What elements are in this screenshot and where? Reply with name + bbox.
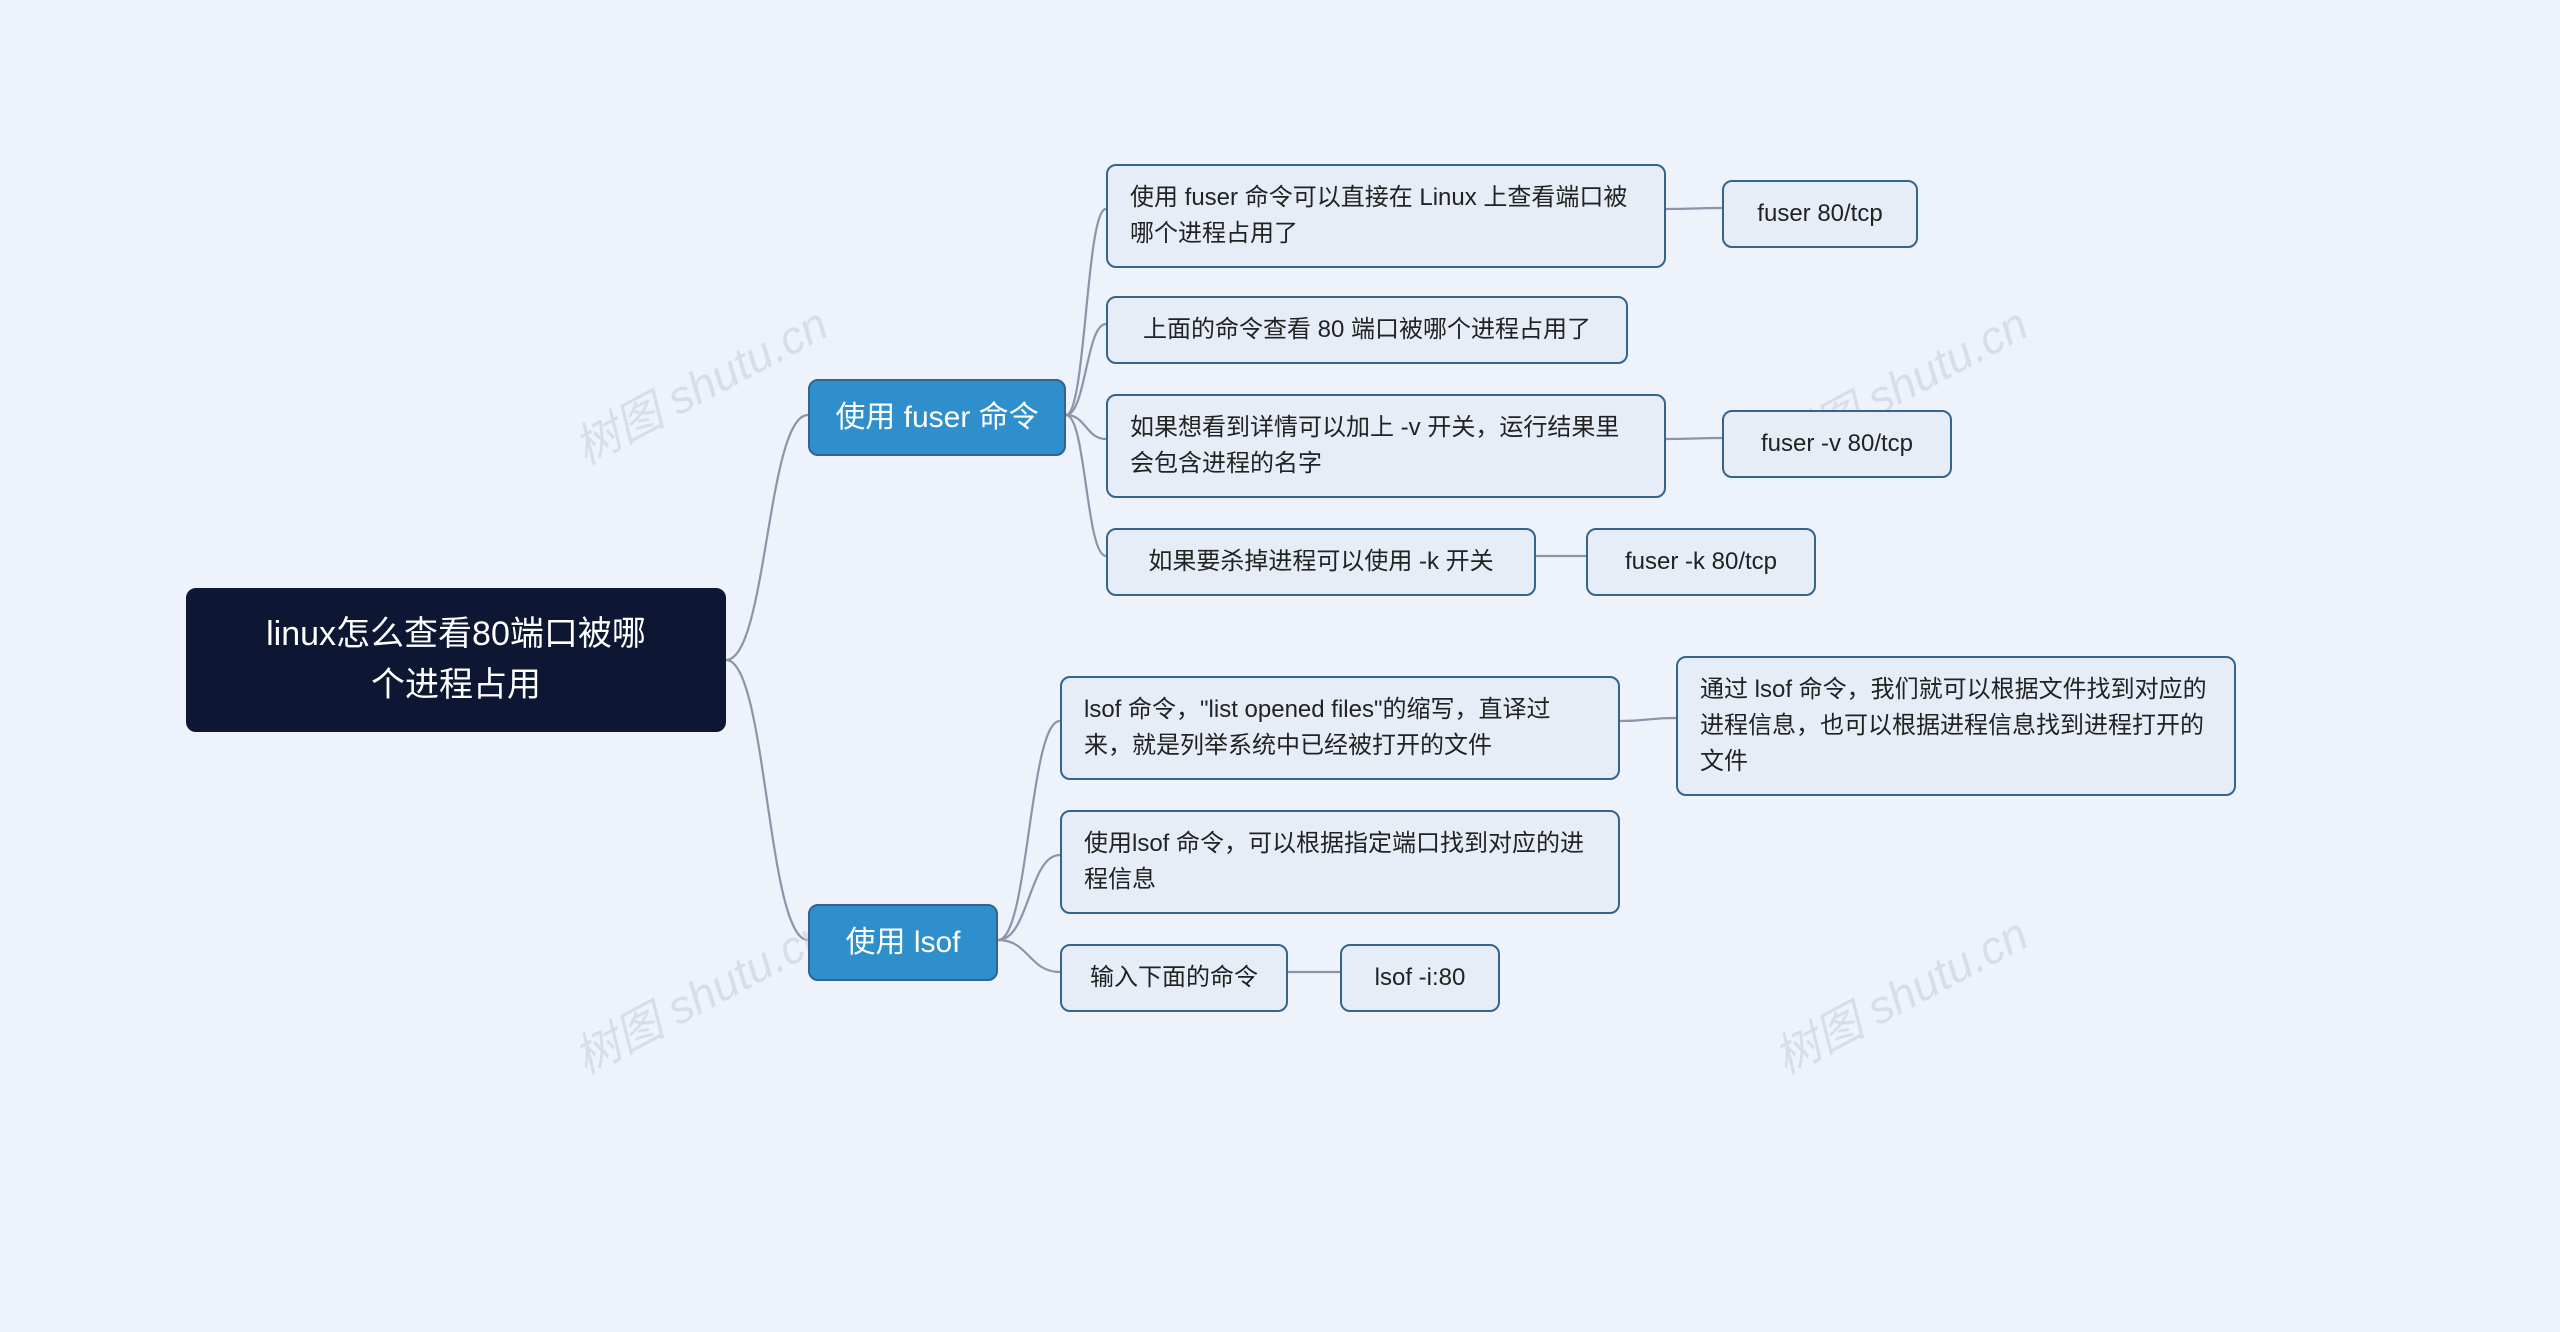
node-m2: 使用lsof 命令，可以根据指定端口找到对应的进程信息 (1060, 810, 1620, 914)
edge-n1-n1a (1666, 208, 1722, 209)
node-root: linux怎么查看80端口被哪个进程占用 (186, 588, 726, 732)
node-n1a: fuser 80/tcp (1722, 180, 1918, 248)
node-b2: 使用 lsof (808, 904, 998, 981)
node-n3: 如果想看到详情可以加上 -v 开关，运行结果里会包含进程的名字 (1106, 394, 1666, 498)
node-m3a: lsof -i:80 (1340, 944, 1500, 1012)
edge-n3-n3a (1666, 438, 1722, 439)
mindmap-canvas: 树图 shutu.cn树图 shutu.cn树图 shutu.cn树图 shut… (0, 0, 2560, 1332)
edge-b2-m3 (998, 940, 1060, 972)
edge-root-b2 (726, 660, 808, 940)
node-m1: lsof 命令，"list opened files"的缩写，直译过来，就是列举… (1060, 676, 1620, 780)
node-m1a: 通过 lsof 命令，我们就可以根据文件找到对应的进程信息，也可以根据进程信息找… (1676, 656, 2236, 796)
node-n4: 如果要杀掉进程可以使用 -k 开关 (1106, 528, 1536, 596)
edge-root-b1 (726, 415, 808, 660)
node-m3: 输入下面的命令 (1060, 944, 1288, 1012)
edge-b2-m1 (998, 721, 1060, 940)
edge-b2-m2 (998, 855, 1060, 940)
edge-m1-m1a (1620, 718, 1676, 721)
node-n1: 使用 fuser 命令可以直接在 Linux 上查看端口被哪个进程占用了 (1106, 164, 1666, 268)
edge-b1-n1 (1066, 209, 1106, 415)
node-n2: 上面的命令查看 80 端口被哪个进程占用了 (1106, 296, 1628, 364)
edge-b1-n4 (1066, 415, 1106, 556)
node-b1: 使用 fuser 命令 (808, 379, 1066, 456)
edge-b1-n2 (1066, 324, 1106, 415)
node-n4a: fuser -k 80/tcp (1586, 528, 1816, 596)
node-n3a: fuser -v 80/tcp (1722, 410, 1952, 478)
